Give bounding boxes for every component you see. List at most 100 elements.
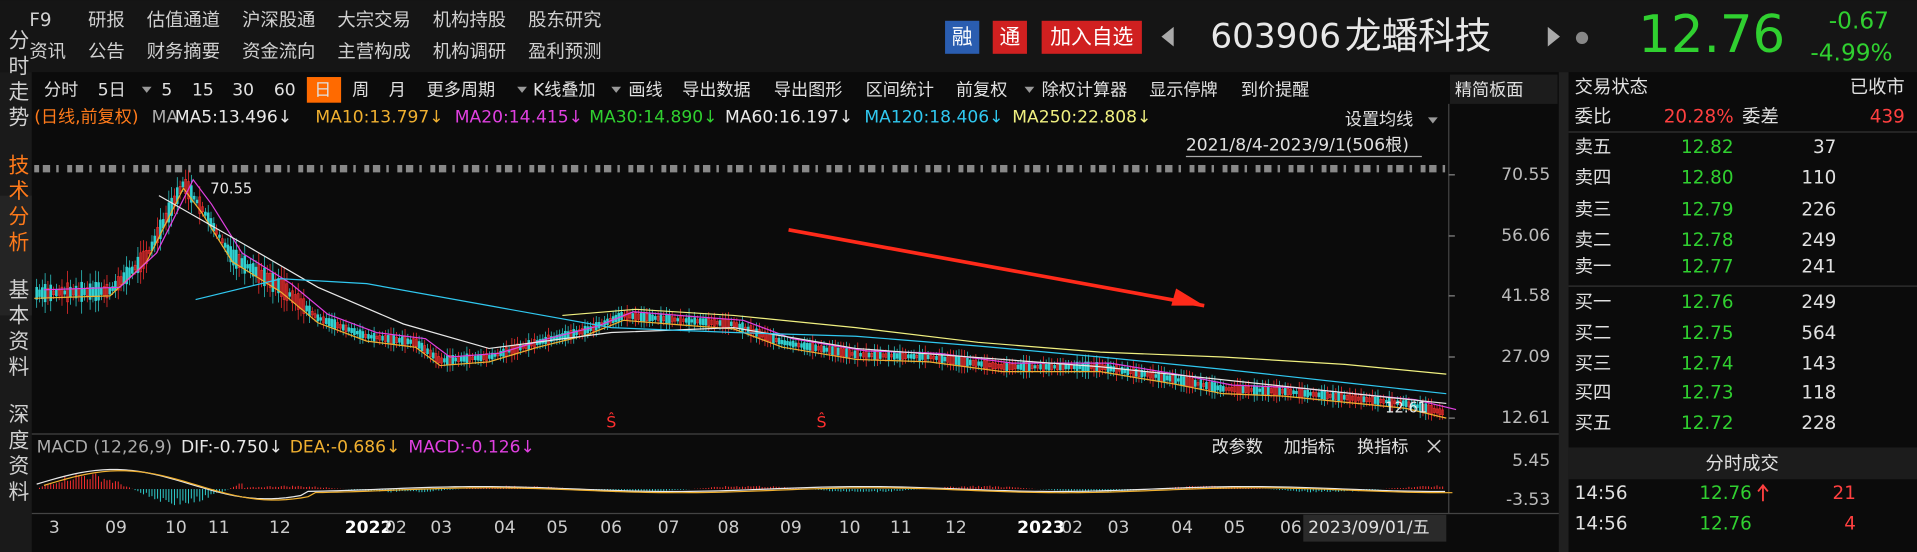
candle-body (251, 263, 255, 277)
menu-item[interactable]: 沪深股通 (242, 10, 315, 31)
side-tab[interactable]: 深度资料 (5, 403, 29, 506)
high-annotation: 70.55 (210, 181, 252, 198)
candle-body (870, 353, 874, 358)
toolbar-item[interactable]: 除权计算器 (1042, 80, 1128, 100)
menu-item[interactable]: 资金流向 (242, 42, 315, 63)
candle-body (564, 330, 567, 341)
macd-item: MACD:-0.126↓ (408, 437, 535, 457)
candle-body (887, 351, 890, 361)
candle-body (800, 343, 803, 348)
menu-item[interactable]: 股东研究 (528, 10, 601, 31)
candle-body (355, 331, 359, 335)
menu-item[interactable]: 机构调研 (433, 42, 506, 63)
book-volume: 228 (1801, 413, 1836, 434)
candle-body (1019, 363, 1023, 370)
macd-button[interactable]: 加指标 (1284, 437, 1335, 457)
candle-body (704, 318, 708, 326)
candle-body (1354, 394, 1357, 403)
toolbar-item[interactable]: K线叠加 (533, 80, 596, 100)
menu-item[interactable]: 盈利预测 (528, 42, 601, 63)
book-label: 卖一 (1575, 257, 1612, 278)
side-tab[interactable]: 技术分析 (5, 154, 29, 257)
menu-item[interactable]: 财务摘要 (147, 42, 220, 63)
candle-body (566, 331, 570, 339)
watch-button[interactable]: 加入自选 (1050, 25, 1133, 49)
toolbar-item[interactable]: 60 (274, 80, 296, 100)
toolbar-item[interactable]: 周 (352, 80, 369, 100)
badge[interactable]: 通 (999, 25, 1020, 49)
toolbar-item[interactable]: 月 (389, 80, 406, 100)
trade-time: 14:56 (1575, 513, 1628, 534)
toolbar-item[interactable]: 分时 (44, 80, 78, 100)
macd-button[interactable]: 改参数 (1212, 437, 1263, 457)
toolbar-item[interactable]: 显示停牌 (1149, 80, 1217, 100)
menu-item[interactable]: 公告 (88, 42, 125, 63)
candle-body (482, 355, 486, 360)
candle-body (1314, 392, 1318, 397)
candle-body (881, 353, 885, 358)
panel-button[interactable]: 精简板面 (1455, 80, 1523, 100)
toolbar-item[interactable]: 到价提醒 (1241, 80, 1309, 100)
candle-body (1252, 385, 1256, 396)
candle-body (631, 313, 635, 320)
toolbar-item[interactable]: 导出图形 (774, 80, 842, 100)
candle-body (862, 352, 865, 358)
toolbar-item[interactable]: 导出数据 (682, 80, 750, 100)
menu-item[interactable]: F9 (29, 10, 51, 31)
candle-body (1303, 390, 1307, 397)
candle-body (1126, 367, 1129, 376)
candle-body (1421, 404, 1425, 411)
candle-body (1348, 393, 1352, 402)
menu-item[interactable]: 资讯 (29, 42, 66, 63)
side-tab[interactable]: 基本资料 (5, 279, 29, 382)
macd-button[interactable]: 换指标 (1357, 437, 1408, 457)
menu-item[interactable]: 机构持股 (433, 10, 506, 31)
ma-settings[interactable]: 设置均线 (1345, 110, 1413, 130)
toolbar-item[interactable]: 30 (232, 80, 254, 100)
candle-body (645, 313, 649, 321)
candle-body (780, 340, 784, 345)
candle-body (375, 335, 379, 340)
dea-line (43, 470, 1453, 501)
candle-body (783, 340, 786, 346)
candle-body (80, 281, 83, 302)
candle-body (583, 325, 587, 336)
time-tick-label: 2023 (1017, 518, 1065, 538)
toolbar-item[interactable]: 区间统计 (866, 80, 934, 100)
book-volume: 241 (1801, 257, 1836, 278)
time-tick-label: 10 (165, 518, 187, 538)
toolbar-item[interactable]: 5 (161, 80, 172, 100)
candle-body (848, 349, 851, 358)
candle-body (797, 342, 800, 348)
toolbar-item[interactable]: 日 (314, 80, 331, 100)
book-label: 卖四 (1575, 167, 1612, 188)
candle-body (291, 290, 294, 304)
candle-body (634, 312, 637, 321)
candle-body (384, 335, 387, 342)
toolbar-item[interactable]: 5日 (98, 80, 126, 100)
toolbar-item[interactable]: 前复权 (956, 80, 1007, 100)
ma-line (195, 278, 1447, 395)
candle-body (493, 353, 497, 357)
candle-body (952, 356, 955, 365)
toolbar-item[interactable]: 15 (192, 80, 214, 100)
menu-item[interactable]: 主营构成 (337, 42, 410, 63)
badge[interactable]: 融 (952, 25, 973, 49)
candle-body (1016, 364, 1020, 369)
side-tab[interactable]: 分时走势 (5, 29, 29, 132)
ma-item: MA10:13.797↓ (315, 107, 443, 127)
toolbar-item[interactable]: 更多周期 (427, 80, 495, 100)
candle-body (637, 313, 640, 320)
menu-item[interactable]: 大宗交易 (337, 10, 410, 31)
ma-label: MA (152, 107, 179, 127)
candle-body (1286, 388, 1290, 396)
book-volume: 37 (1813, 137, 1836, 158)
candle-body (654, 316, 657, 320)
menu-item[interactable]: 研报 (88, 10, 125, 31)
candle-body (145, 250, 148, 265)
candle-body (1039, 364, 1042, 370)
menu-item[interactable]: 估值通道 (147, 10, 220, 31)
candle-body (1427, 404, 1430, 414)
candle-body (1165, 375, 1169, 381)
toolbar-item[interactable]: 画线 (628, 80, 662, 100)
